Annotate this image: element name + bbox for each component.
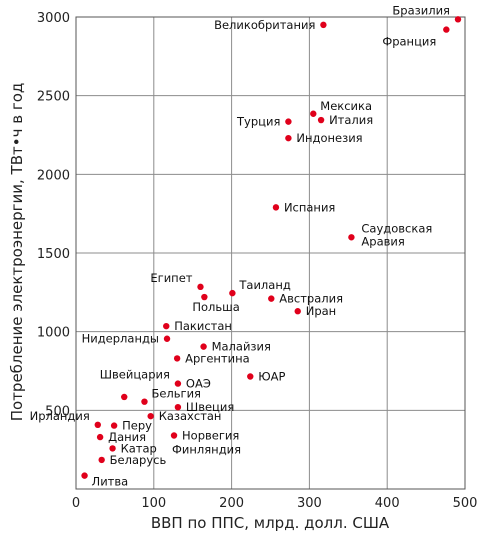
point-label: Нидерланды: [82, 332, 159, 346]
data-point: [121, 393, 128, 401]
data-point: [272, 204, 280, 211]
y-axis-title: Потребление электроэнергии, ТВт•ч в год: [8, 83, 26, 422]
y-tick-label: 3000: [37, 11, 70, 26]
data-point: [320, 21, 327, 29]
tick-labels: 0 100 200 300 400 500 500 1000 1500 2000 2500 3000: [37, 11, 478, 511]
point-label: Индонезия: [296, 131, 362, 145]
data-point: [285, 134, 292, 142]
point-label: Дания: [108, 430, 146, 444]
x-tick-label: 500: [453, 496, 478, 511]
point-label: Иран: [306, 304, 336, 318]
point-label: Австралия: [279, 292, 343, 306]
data-point: [173, 355, 181, 362]
point-label: ЮАР: [258, 370, 285, 384]
point-label: Перу: [122, 419, 152, 433]
point-label: Швейцария: [100, 368, 170, 382]
point-labels: Великобритания Бразилия Франция МексикаИтал…: [30, 3, 450, 488]
data-point: [81, 472, 88, 479]
point-label: Казахстан: [159, 409, 222, 423]
point-label: Финляндия: [172, 443, 241, 457]
x-tick-label: 100: [141, 496, 166, 511]
point-label: Саудовская Аравия: [361, 221, 432, 248]
x-tick-label: 300: [297, 496, 322, 511]
data-point: [200, 343, 207, 350]
data-point: [310, 110, 317, 117]
point-label: Испания: [284, 200, 335, 214]
y-tick-label: 2500: [37, 90, 70, 105]
data-point: [170, 432, 178, 439]
data-point: [454, 16, 462, 23]
data-point: [110, 422, 118, 429]
data-point: [163, 322, 170, 330]
point-label: Франция: [382, 35, 436, 49]
x-axis-title: ВВП по ППС, млрд. долл. США: [151, 514, 390, 532]
x-tick-label: 400: [375, 496, 400, 511]
data-point: [317, 116, 325, 124]
x-tick-label: 0: [72, 496, 80, 511]
point-label: Швеция: [186, 400, 234, 414]
point-label: Беларусь: [110, 453, 167, 467]
point-label: Италия: [329, 113, 373, 127]
data-point: [348, 234, 355, 241]
data-point: [285, 118, 292, 125]
point-label: Аргентина: [185, 351, 250, 365]
point-label: Норвегия: [182, 429, 239, 443]
point-label: Великобритания: [214, 18, 315, 32]
data-point: [294, 308, 301, 315]
data-point: [247, 373, 254, 380]
point-label: Турция: [236, 115, 280, 129]
data-point: [174, 380, 182, 387]
plot-frame: [75, 16, 466, 490]
point-label: Ирландия: [30, 409, 90, 423]
data-point: [174, 403, 182, 411]
data-point: [109, 445, 116, 452]
y-tick-label: 1500: [37, 247, 70, 262]
x-tick-label: 200: [219, 496, 244, 511]
point-label: Бразилия: [392, 3, 450, 17]
data-point: [268, 295, 275, 302]
point-label: Пакистан: [174, 319, 232, 333]
data-point: [229, 289, 236, 297]
point-label: Египет: [150, 271, 192, 285]
point-label: Таиланд: [238, 278, 290, 292]
grid: [76, 17, 465, 489]
point-label: ОАЭ: [186, 377, 211, 391]
point-label: Малайзия: [212, 340, 271, 354]
data-point: [201, 293, 208, 301]
point-label: Катар: [121, 441, 157, 455]
point-label: Бельгия: [151, 387, 201, 401]
data-points: [81, 16, 462, 479]
data-point: [443, 26, 450, 33]
data-point: [141, 398, 148, 405]
data-point: [94, 421, 101, 429]
y-tick-label: 2000: [37, 168, 70, 183]
data-point: [98, 456, 105, 464]
y-tick-label: 500: [45, 404, 70, 419]
data-point: [197, 283, 204, 291]
point-label: Польша: [192, 300, 239, 314]
data-point: [163, 335, 171, 342]
point-label: Мексика: [320, 99, 372, 113]
point-label: Литва: [92, 475, 129, 489]
y-tick-label: 1000: [37, 326, 70, 341]
data-point: [147, 412, 154, 420]
data-point: [96, 433, 104, 441]
